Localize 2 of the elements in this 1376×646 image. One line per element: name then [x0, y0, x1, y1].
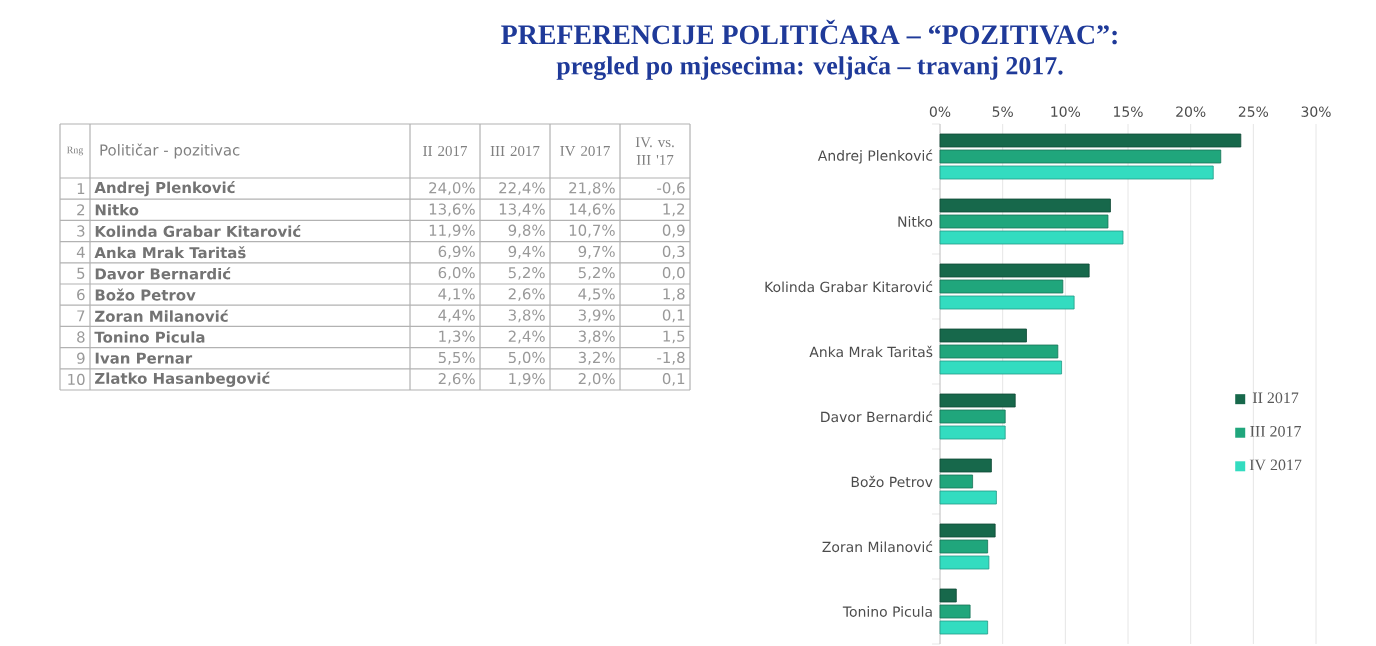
chart-subtitle: pregled po mjesecima: veljača – travanj 2017. — [556, 55, 1063, 80]
chart-title: PREFERENCIJE POLITIČARA – “POZITIVAC”: — [501, 19, 1117, 45]
